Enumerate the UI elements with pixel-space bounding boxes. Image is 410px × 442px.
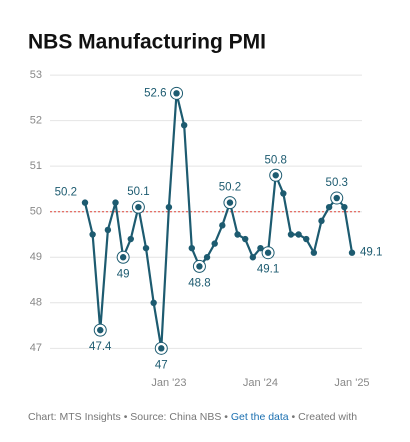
data-label: 50.8 xyxy=(265,154,287,166)
data-point xyxy=(135,203,142,211)
data-label: 47.4 xyxy=(89,341,112,353)
y-tick-label: 49 xyxy=(30,251,42,263)
data-label: 50.2 xyxy=(219,182,241,194)
data-point xyxy=(196,263,203,270)
data-point xyxy=(165,203,173,211)
data-point xyxy=(318,217,325,225)
data-point xyxy=(219,222,226,229)
data-label: 47 xyxy=(155,359,168,371)
y-tick-label: 52 xyxy=(30,115,42,127)
data-point xyxy=(242,235,249,243)
data-point xyxy=(203,254,211,261)
chart-title: NBS Manufacturing PMI xyxy=(28,31,266,54)
data-point xyxy=(257,244,264,252)
data-point xyxy=(89,231,96,238)
data-link[interactable]: Get the data xyxy=(231,411,289,423)
data-point xyxy=(211,240,218,247)
data-point xyxy=(264,249,272,256)
data-point xyxy=(348,249,356,256)
data-point xyxy=(112,199,119,206)
data-point xyxy=(226,199,234,206)
data-point xyxy=(188,244,195,252)
data-point xyxy=(119,254,127,261)
x-tick-label: Jan '25 xyxy=(334,377,369,389)
data-point xyxy=(333,194,340,202)
y-tick-label: 53 xyxy=(30,69,42,81)
data-point xyxy=(234,231,241,238)
data-point xyxy=(81,199,89,206)
footer-text: Chart: MTS Insights • Source: China NBS … xyxy=(28,411,231,423)
data-label: 50.1 xyxy=(127,186,149,198)
data-point xyxy=(310,249,318,256)
footer: Chart: MTS Insights • Source: China NBS … xyxy=(28,411,357,423)
data-label: 50.2 xyxy=(55,187,77,199)
data-point xyxy=(142,244,150,252)
data-point xyxy=(325,203,333,211)
y-tick-label: 47 xyxy=(30,342,42,354)
data-label: 50.3 xyxy=(326,177,348,189)
data-point xyxy=(272,172,279,179)
x-tick-label: Jan '23 xyxy=(151,377,186,389)
data-point xyxy=(150,299,157,306)
data-point xyxy=(180,122,188,129)
y-tick-label: 51 xyxy=(30,160,42,172)
data-point xyxy=(287,231,295,238)
y-tick-label: 50 xyxy=(30,206,42,218)
data-label: 49 xyxy=(117,268,130,280)
data-point xyxy=(158,345,165,352)
data-point xyxy=(341,203,348,211)
data-point xyxy=(104,226,112,234)
y-tick-label: 48 xyxy=(30,297,42,309)
data-line xyxy=(83,92,354,350)
data-point xyxy=(173,90,180,97)
data-label: 48.8 xyxy=(188,277,210,289)
data-point xyxy=(97,326,104,334)
data-label: 49.1 xyxy=(257,264,279,276)
data-point xyxy=(249,254,257,261)
data-point xyxy=(303,235,310,243)
data-point xyxy=(280,190,287,197)
x-tick-label: Jan '24 xyxy=(243,377,278,389)
data-label: 49.1 xyxy=(360,247,382,259)
data-point xyxy=(295,231,302,238)
footer-tail: • Created with xyxy=(289,411,358,423)
data-label: 52.6 xyxy=(144,87,166,99)
data-point xyxy=(127,235,134,243)
